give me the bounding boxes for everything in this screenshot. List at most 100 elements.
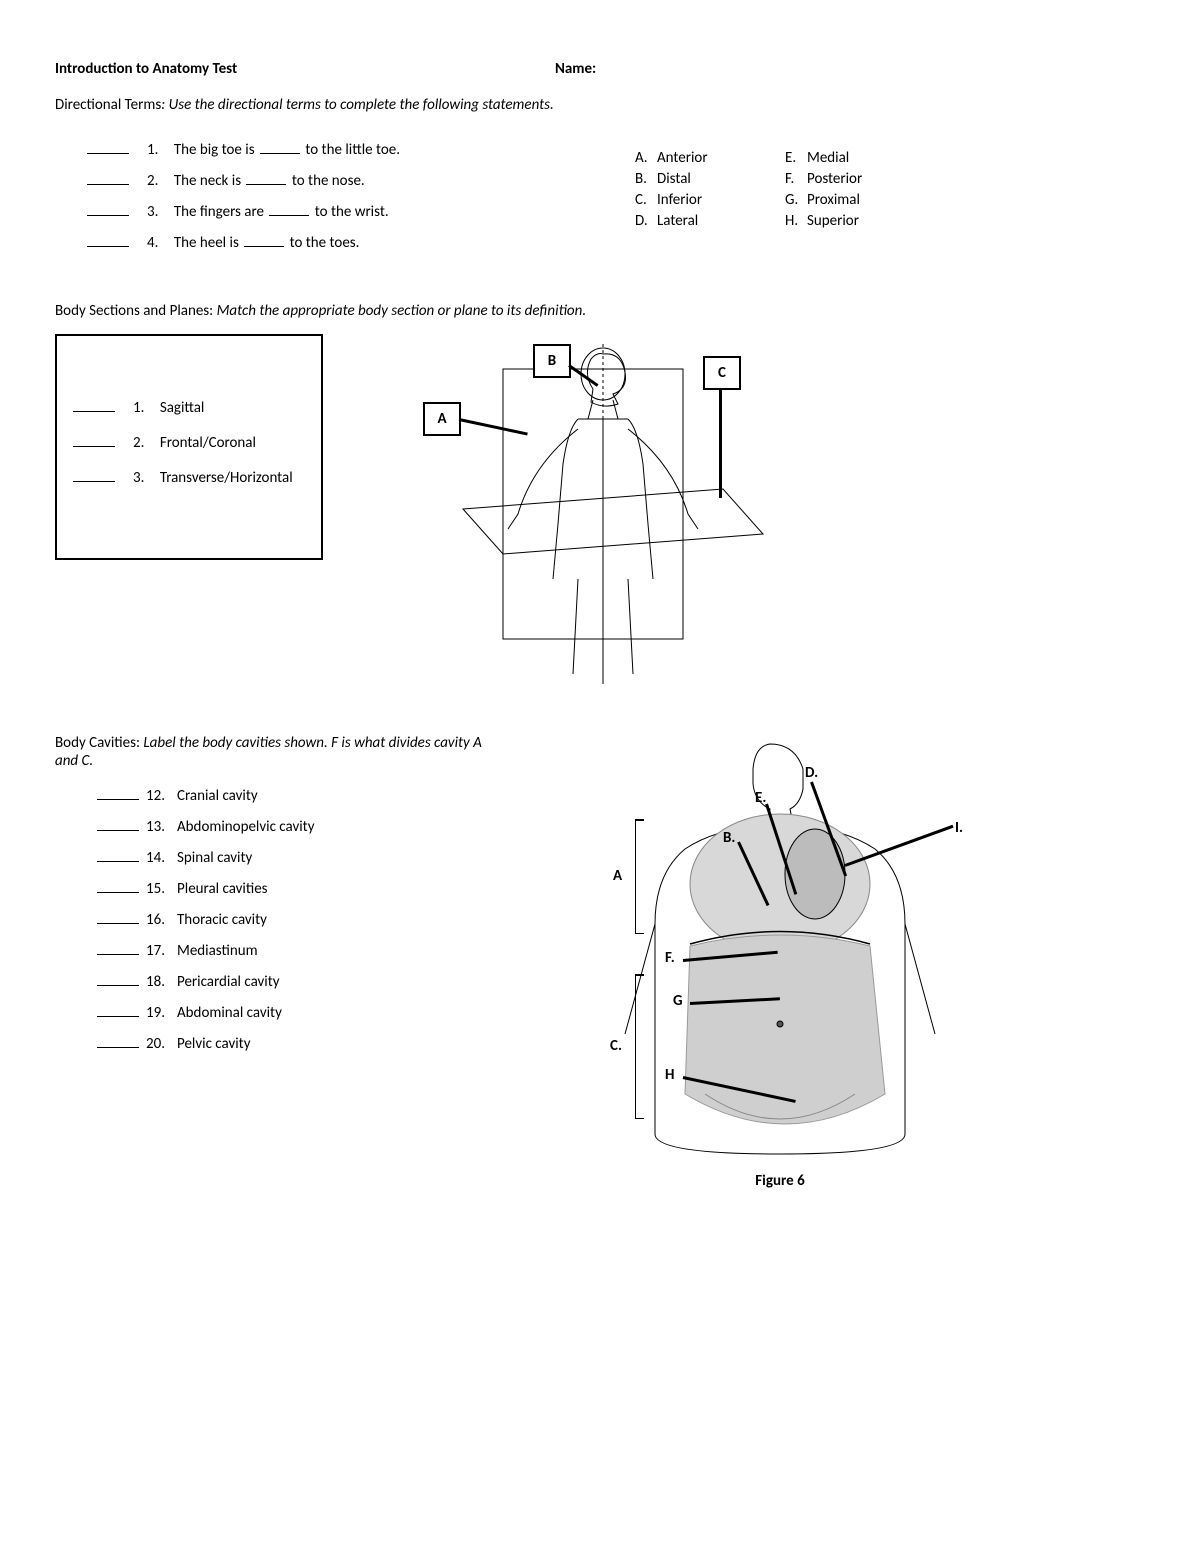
key-letter: B. [635,170,657,188]
q-num: 14. [141,849,165,867]
fill-blank[interactable] [269,200,309,216]
q-num: 1. [134,141,158,159]
answer-blank[interactable] [97,1001,139,1017]
term: Abdominopelvic cavity [177,818,315,836]
section3-lead: Body Cavities: [55,734,143,752]
answer-blank[interactable] [97,784,139,800]
q-num: 18. [141,973,165,991]
answer-blank[interactable] [87,231,129,247]
term: Transverse/Horizontal [160,469,293,487]
section1-lead: Directional Terms [55,96,161,114]
label-b: B. [723,829,735,847]
q-num: 1. [120,399,144,417]
q-num: 12. [141,787,165,805]
section3-body: Body Cavities: Label the body cavities s… [55,734,1145,1190]
key-term: Anterior [657,149,708,167]
term: Spinal cavity [177,849,252,867]
term: Pericardial cavity [177,973,280,991]
section3-instructions: Body Cavities: Label the body cavities s… [55,734,485,770]
answer-blank[interactable] [97,970,139,986]
q-num: 3. [134,203,158,221]
key-col2: E.Medial F.Posterior G.Proximal H.Superi… [785,146,935,233]
planes-figure: A B C [403,334,823,694]
answer-blank[interactable] [73,396,115,412]
key-term: Medial [807,149,849,167]
key-term: Proximal [807,191,860,209]
label-c: C. [610,1037,622,1055]
answer-blank[interactable] [73,431,115,447]
fill-blank[interactable] [260,138,300,154]
term: Sagittal [160,399,205,417]
answer-blank[interactable] [73,466,115,482]
label-box-b: B [533,344,571,378]
q-num: 16. [141,911,165,929]
term: Abdominal cavity [177,1004,282,1022]
cavity-figure: A C. D. E. B. I. F. G H [555,734,1005,1164]
section2-instructions: Body Sections and Planes: Match the appr… [55,302,1145,320]
name-label: Name: [555,60,596,78]
q-num: 2. [120,434,144,452]
term: Cranial cavity [177,787,258,805]
label-i: I. [955,819,963,837]
q-num: 17. [141,942,165,960]
answer-key: A.Anterior B.Distal C.Inferior D.Lateral… [635,146,935,233]
fill-blank[interactable] [246,169,286,185]
body-planes-svg [403,334,823,694]
term: Frontal/Coronal [160,434,256,452]
q2: 2. The neck is to the nose. [85,169,565,190]
match-1: 1. Sagittal [71,396,307,417]
q-pre: The fingers are [174,203,268,221]
page-title: Introduction to Anatomy Test [55,60,555,78]
fill-blank[interactable] [244,231,284,247]
section2-instr-text: Match the appropriate body section or pl… [217,302,587,320]
label-g: G [673,992,683,1010]
key-letter: H. [785,212,807,230]
label-box-c: C [703,356,741,390]
section2-body: 1. Sagittal 2. Frontal/Coronal 3. Transv… [55,334,1145,694]
key-col1: A.Anterior B.Distal C.Inferior D.Lateral [635,146,785,233]
q-post: to the nose. [288,172,364,190]
section1-questions: 1. The big toe is to the little toe. 2. … [85,128,565,262]
figure-caption: Figure 6 [555,1172,1005,1190]
label-d: D. [805,764,818,782]
term: Pelvic cavity [177,1035,251,1053]
term: Pleural cavities [177,880,268,898]
key-letter: C. [635,191,657,209]
cavity-figure-wrap: A C. D. E. B. I. F. G H Figure 6 [485,734,1005,1190]
key-term: Superior [807,212,859,230]
q-post: to the toes. [286,234,359,252]
match-2: 2. Frontal/Coronal [71,431,307,452]
q-num: 2. [134,172,158,190]
answer-blank[interactable] [87,200,129,216]
key-term: Inferior [657,191,702,209]
answer-blank[interactable] [87,138,129,154]
label-box-a: A [423,402,461,436]
answer-blank[interactable] [97,908,139,924]
answer-blank[interactable] [97,939,139,955]
key-term: Distal [657,170,691,188]
q-num: 15. [141,880,165,898]
q-pre: The heel is [174,234,242,252]
label-h: H [665,1066,674,1084]
answer-blank[interactable] [97,877,139,893]
q-post: to the little toe. [302,141,400,159]
q-pre: The big toe is [174,141,258,159]
term: Thoracic cavity [177,911,267,929]
q3: 3. The fingers are to the wrist. [85,200,565,221]
q-post: to the wrist. [311,203,388,221]
label-f: F. [665,949,675,967]
section1-body: 1. The big toe is to the little toe. 2. … [55,128,1145,262]
label-line-c [719,388,722,498]
key-letter: F. [785,170,807,188]
answer-blank[interactable] [97,815,139,831]
q-pre: The neck is [174,172,245,190]
answer-blank[interactable] [97,1032,139,1048]
cavity-questions: 12.Cranial cavity 13.Abdominopelvic cavi… [95,784,485,1053]
section2-lead: Body Sections and Planes: [55,302,217,320]
section1-instructions: Directional Terms: Use the directional t… [55,96,1145,114]
q-num: 3. [120,469,144,487]
section1-instr-text: : Use the directional terms to complete … [161,96,554,114]
answer-blank[interactable] [97,846,139,862]
q4: 4. The heel is to the toes. [85,231,565,252]
answer-blank[interactable] [87,169,129,185]
